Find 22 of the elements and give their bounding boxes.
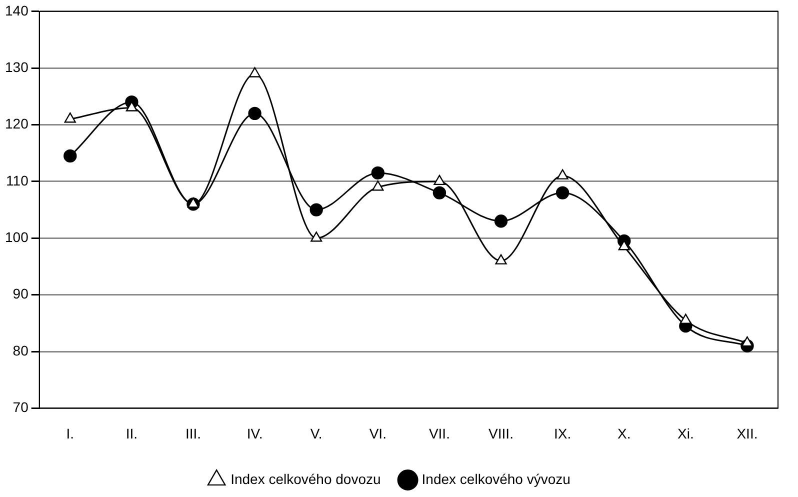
x-tick-label: IX. <box>554 425 572 442</box>
x-tick-label: X. <box>618 425 631 442</box>
x-tick-label: I. <box>66 425 74 442</box>
y-tick-label: 100 <box>5 229 29 245</box>
x-tick-label: IV. <box>246 425 263 442</box>
legend-label: Index celkového dovozu <box>230 470 381 487</box>
y-tick-label: 140 <box>5 2 29 18</box>
y-tick-label: 130 <box>5 58 29 75</box>
y-tick-label: 120 <box>5 116 29 132</box>
x-tick-label: II. <box>126 425 138 442</box>
y-tick-label: 70 <box>12 399 29 416</box>
x-tick-label: III. <box>185 425 202 442</box>
y-tick-label: 110 <box>6 172 29 188</box>
x-tick-label: V. <box>310 425 322 442</box>
y-tick-label: 90 <box>12 286 29 302</box>
x-tick-label: VII. <box>428 425 450 442</box>
x-tick-label: Xi. <box>678 425 694 442</box>
y-tick-label: 80 <box>12 342 29 358</box>
legend-label: Index celkového vývozu <box>422 470 570 487</box>
x-tick-label: VI. <box>369 425 386 442</box>
x-tick-label: XII. <box>736 425 758 442</box>
x-tick-label: VIII. <box>488 425 514 442</box>
